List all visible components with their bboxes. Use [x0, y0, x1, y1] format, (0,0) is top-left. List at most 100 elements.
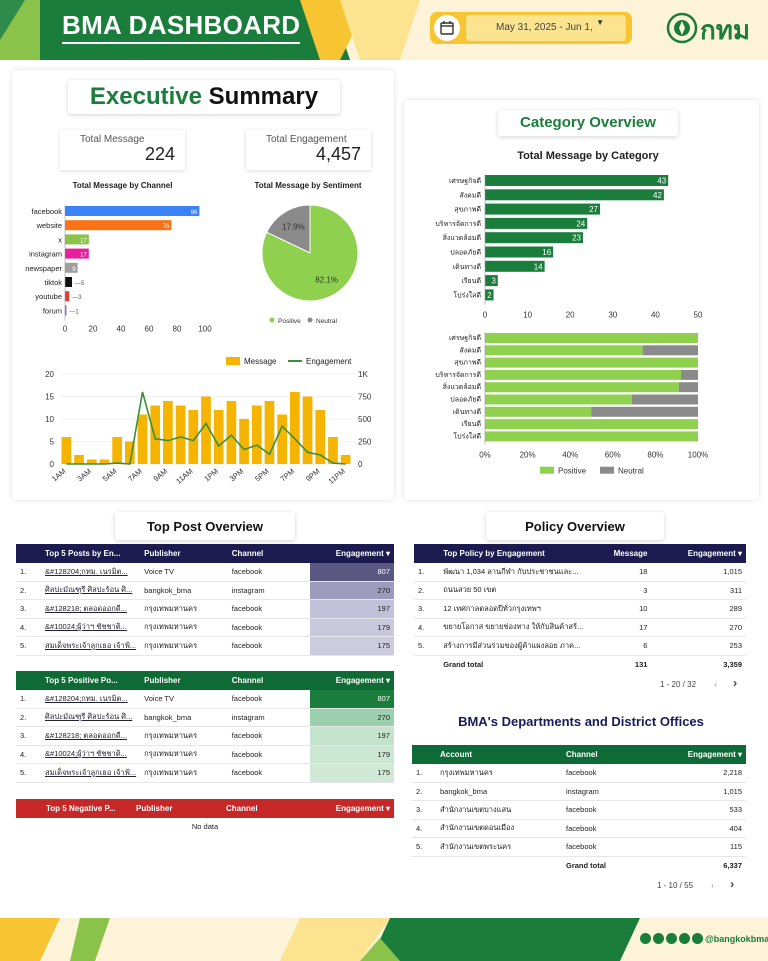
column-header[interactable]: Channel	[566, 749, 598, 759]
column-header[interactable]: Top 5 Negative P...	[46, 803, 116, 813]
grand-total-row: Grand total 131 3,359	[414, 655, 746, 674]
column-header[interactable]: Channel	[231, 548, 264, 558]
total-cell: 131	[634, 660, 648, 669]
policy-pager-text: 1 - 20 / 32	[660, 680, 697, 689]
table-row[interactable]: 4. &#10024;ผู้ว่าฯ ชัชชาติ... กรุงเทพมหานค…	[16, 618, 394, 637]
category-chart-title: Total Message by Category	[517, 150, 659, 162]
table-row[interactable]: 5. สมเด็จพระเจ้าลูกเธอ เจ้าฟ้... กรุงเทพมห…	[16, 763, 394, 783]
chevron-right-icon[interactable]: ›	[733, 676, 738, 690]
facebook-icon[interactable]	[653, 933, 664, 944]
left-tick: 15	[45, 393, 54, 402]
category-label: เดินทางดี	[453, 263, 481, 271]
column-header[interactable]: Message	[613, 548, 648, 558]
column-header[interactable]: Engagement ▾	[335, 675, 390, 685]
table-row[interactable]: 3. &#128218; ตลอดออกดี... กรุงเทพมหานคร fac…	[16, 726, 394, 746]
table-row[interactable]: 4. สำนักงานเขตดอนเมือง facebook 404	[412, 819, 746, 838]
post-link[interactable]: ศิลปะมัณฑุรี ศิลปะร้อน ศิ...	[41, 708, 141, 727]
message-bar	[251, 405, 262, 464]
column-header[interactable]: Engagement ▾	[687, 548, 742, 558]
x-icon[interactable]	[640, 933, 651, 944]
youtube-icon[interactable]	[679, 933, 690, 944]
post-link[interactable]: &#10024;ผู้ว่าฯ ชัชชาติ...	[41, 618, 141, 637]
publisher-cell: Voice TV	[140, 562, 228, 582]
post-link[interactable]: &#128204;กทม. เนรมิต...	[41, 689, 141, 709]
message-cell: 17	[596, 618, 652, 637]
table-row[interactable]: 3. 12 เทศกาลตลอดปีทั่วกรุงเทพฯ 10 289	[414, 599, 746, 619]
column-header[interactable]: Account	[440, 749, 472, 759]
column-header[interactable]: Channel	[231, 675, 264, 685]
column-header[interactable]: Publisher	[144, 675, 181, 685]
table-row[interactable]: 2. ศิลปะมัณฑุรี ศิลปะร้อน ศิ... bangkok_bm…	[16, 708, 394, 727]
post-link[interactable]: ศิลปะมัณฑุรี ศิลปะร้อน ศิ...	[41, 581, 141, 600]
post-link[interactable]: &#128204;กทม. เนรมิต...	[41, 562, 141, 582]
category-label: เรียนดี	[461, 277, 481, 285]
neutral-segment	[591, 406, 698, 417]
column-header[interactable]: Top Policy by Engagement	[443, 548, 545, 558]
chevron-down-icon[interactable]: ▼	[596, 18, 604, 27]
category-value-label: 16	[542, 248, 551, 257]
table-header-row: Top 5 Positive Po... Publisher Channel Enga…	[16, 671, 394, 690]
message-cell: 3	[596, 581, 652, 600]
column-header[interactable]: Publisher	[144, 548, 181, 558]
message-cell: 10	[596, 599, 652, 619]
category-tick: 30	[608, 311, 617, 320]
departments-pager-text: 1 - 10 / 55	[657, 881, 694, 890]
message-bar	[302, 396, 313, 464]
total-cell: Grand total	[566, 861, 607, 870]
channel-cell: instagram	[562, 782, 656, 801]
channel-bar	[65, 262, 78, 273]
table-row[interactable]: 2. bangkok_bma instagram 1,015	[412, 782, 746, 801]
table-row[interactable]: 2. ศิลปะมัณฑุรี ศิลปะร้อน ศิ... bangkok_bm…	[16, 581, 394, 600]
pie-legend-marker	[307, 317, 313, 323]
total-message-value: 224	[144, 144, 175, 164]
bma-logo	[666, 12, 698, 44]
policy-cell: ขยายโอกาส ขยายช่องทาง ให้กับสินค้าสร้...	[439, 618, 597, 637]
table-row[interactable]: 5. สมเด็จพระเจ้าลูกเธอ เจ้าฟ้... กรุงเทพมห…	[16, 636, 394, 656]
table-row[interactable]: 3. สำนักงานเขตบางแสน facebook 533	[412, 800, 746, 820]
message-bar	[264, 401, 275, 464]
column-header[interactable]: Engagement ▾	[687, 749, 742, 759]
message-bar	[137, 414, 148, 464]
post-link[interactable]: สมเด็จพระเจ้าลูกเธอ เจ้าฟ้...	[41, 763, 141, 783]
table-row[interactable]: 1. พัฒนา 1,034 ลานกีฬา กับประชาชนและ... 18…	[414, 562, 746, 582]
category-sentiment-stacked-chart: เศรษฐกิจดีสังคมดีสุขภาพดีบริหารจัดการดีส…	[435, 332, 708, 476]
x-tick: 7PM	[279, 467, 297, 484]
publisher-cell: กรุงเทพมหานคร	[140, 726, 228, 746]
table-row[interactable]: 1. กรุงเทพมหานคร facebook 2,218	[412, 763, 746, 783]
column-header[interactable]: Engagement ▾	[335, 548, 390, 558]
pie-legend-marker	[269, 317, 275, 323]
post-link[interactable]: &#128218; ตลอดออกดี...	[41, 726, 141, 746]
table-row[interactable]: 5. สร้างการมีส่วนร่วมของผู้ค้าแผงลอย ภาค.…	[414, 636, 746, 656]
column-header[interactable]: Top 5 Posts by En...	[45, 548, 121, 558]
category-bar	[485, 203, 601, 215]
column-header[interactable]: Engagement ▾	[335, 803, 390, 813]
row-index: 5.	[412, 837, 436, 857]
category-pct-tick: 80%	[647, 451, 663, 460]
instagram-icon[interactable]	[666, 933, 677, 944]
post-link[interactable]: สมเด็จพระเจ้าลูกเธอ เจ้าฟ้...	[41, 636, 141, 656]
column-header[interactable]: Top 5 Positive Po...	[45, 675, 118, 685]
table-row[interactable]: 4. ขยายโอกาส ขยายช่องทาง ให้กับสินค้าสร้.…	[414, 618, 746, 637]
table-row[interactable]: 4. &#10024;ผู้ว่าฯ ชัชชาติ... กรุงเทพมหานค…	[16, 745, 394, 764]
tiktok-icon[interactable]	[692, 933, 703, 944]
channel-value-label: —5	[75, 281, 85, 287]
table-row[interactable]: 5. สำนักงานเขตพระนคร facebook 115	[412, 837, 746, 857]
post-link[interactable]: &#10024;ผู้ว่าฯ ชัชชาติ...	[41, 745, 141, 764]
table-row[interactable]: 3. &#128218; ตลอดออกดี... กรุงเทพมหานคร fac…	[16, 599, 394, 619]
table-row[interactable]: 1. &#128204;กทม. เนรมิต... Voice TV faceboo…	[16, 689, 394, 709]
column-header[interactable]: Channel	[226, 803, 258, 813]
chevron-right-icon[interactable]: ›	[730, 877, 735, 891]
column-header[interactable]: Publisher	[136, 803, 173, 813]
channel-cell: facebook	[227, 689, 310, 709]
header-decor	[0, 0, 420, 60]
chevron-left-icon[interactable]: ‹	[711, 881, 714, 890]
account-cell: กรุงเทพมหานคร	[436, 763, 562, 783]
empty-cell	[436, 856, 562, 875]
category-bar	[485, 232, 583, 244]
table-row[interactable]: 2. ถนนสวย 50 เขต 3 311	[414, 581, 746, 600]
table-row[interactable]: 1. &#128204;กทม. เนรมิต... Voice TV faceboo…	[16, 562, 394, 582]
chevron-left-icon[interactable]: ‹	[714, 680, 717, 689]
post-link[interactable]: &#128218; ตลอดออกดี...	[41, 599, 141, 619]
row-index: 3.	[412, 800, 436, 820]
date-range-picker[interactable]: May 31, 2025 - Jun 1, ▼	[430, 12, 632, 44]
